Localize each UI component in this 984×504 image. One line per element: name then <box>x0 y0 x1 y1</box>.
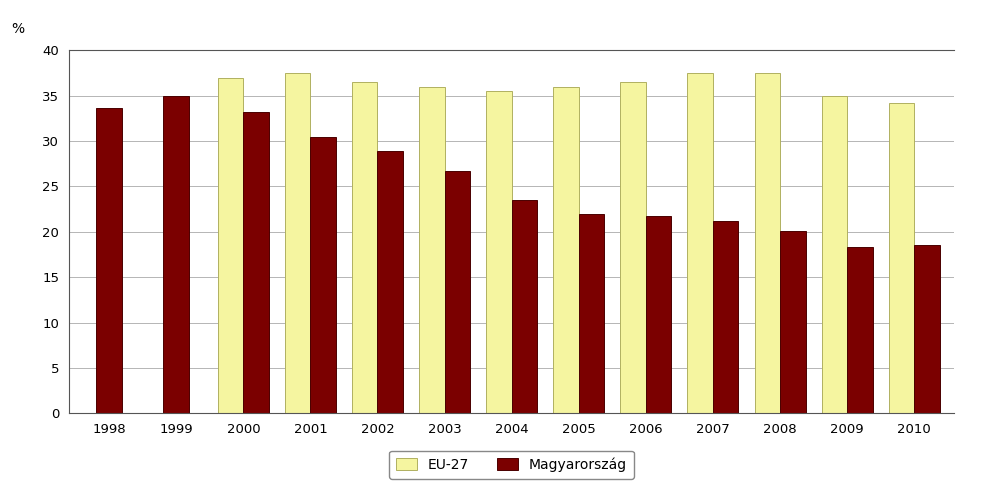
Bar <box>285 73 310 413</box>
Bar <box>713 221 738 413</box>
Bar <box>646 216 671 413</box>
Bar <box>847 247 873 413</box>
Bar <box>780 231 806 413</box>
Bar <box>620 82 646 413</box>
Bar <box>163 96 189 413</box>
Bar <box>512 200 537 413</box>
Bar <box>419 87 445 413</box>
Bar <box>96 107 122 413</box>
Bar <box>579 214 604 413</box>
Text: %: % <box>12 22 25 36</box>
Bar <box>914 245 940 413</box>
Bar <box>378 151 403 413</box>
Bar <box>755 73 780 413</box>
Bar <box>217 78 243 413</box>
Bar <box>822 96 847 413</box>
Bar <box>486 91 512 413</box>
Bar <box>352 82 378 413</box>
Bar <box>889 103 914 413</box>
Legend: EU-27, Magyarország: EU-27, Magyarország <box>390 451 634 479</box>
Bar <box>553 87 579 413</box>
Bar <box>688 73 713 413</box>
Bar <box>243 112 269 413</box>
Bar <box>310 137 336 413</box>
Bar <box>445 171 470 413</box>
